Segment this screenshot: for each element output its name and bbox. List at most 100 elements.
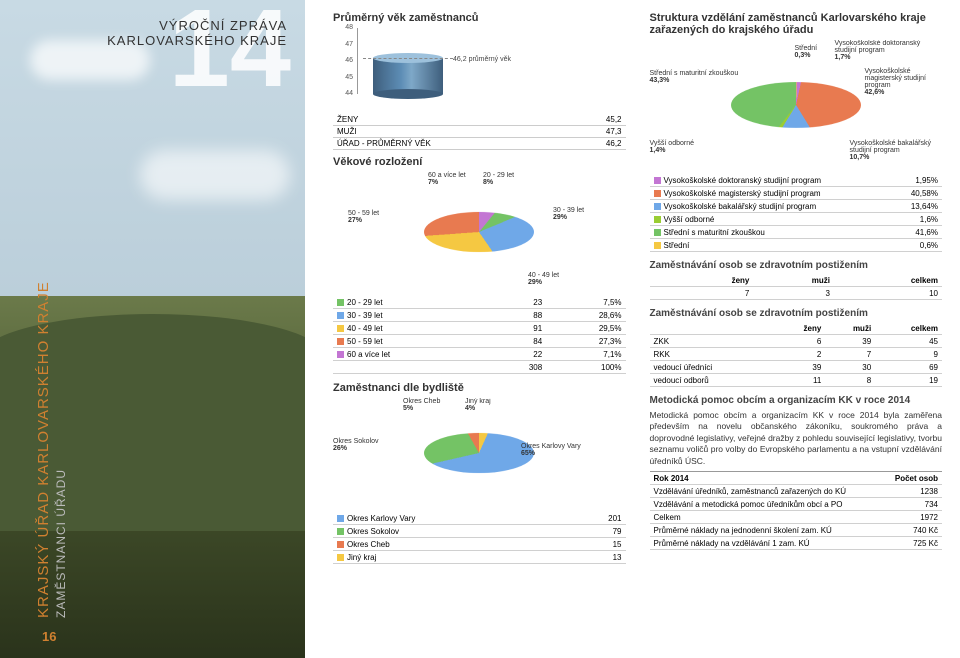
pie-label: 50 - 59 let27% xyxy=(348,210,379,224)
age-row-label: 40 - 49 let xyxy=(333,322,491,335)
left-page: 14 VÝROČNÍ ZPRÁVA KARLOVARSKÉHO KRAJE KR… xyxy=(0,0,305,658)
gender-row-val: 45,2 xyxy=(570,114,625,126)
dis-cell: 19 xyxy=(875,374,942,387)
train-row-label: Vzdělávání a metodická pomoc úředníkům o… xyxy=(650,498,883,511)
dis-cell: 30 xyxy=(825,361,875,374)
dis-cell: vedoucí úředníci xyxy=(650,361,777,374)
age-row-label: 50 - 59 let xyxy=(333,335,491,348)
report-title-2: KARLOVARSKÉHO KRAJE xyxy=(107,33,287,48)
age-row-n: 22 xyxy=(491,348,546,361)
edu-row-n: 40,58% xyxy=(893,187,942,200)
age-row-p: 7,5% xyxy=(546,296,625,309)
loc-row-label: Okres Sokolov xyxy=(333,525,567,538)
age-row-p: 100% xyxy=(546,361,625,374)
dis-cell: 9 xyxy=(875,348,942,361)
column-right: Struktura vzdělání zaměstnanců Karlovars… xyxy=(650,12,943,572)
report-title-1: VÝROČNÍ ZPRÁVA xyxy=(107,18,287,33)
bar-ytick: 44 xyxy=(333,90,353,97)
train-head: Rok 2014 xyxy=(650,472,883,485)
bar-ytick: 48 xyxy=(333,24,353,31)
dis-cell: 45 xyxy=(875,335,942,348)
bar-chart-title: Průměrný věk zaměstnanců xyxy=(333,12,626,24)
pie-label: 20 - 29 let8% xyxy=(483,172,514,186)
training-table: Rok 2014Počet osobVzdělávání úředníků, z… xyxy=(650,471,943,550)
dis-cell: vedoucí odborů xyxy=(650,374,777,387)
gender-row-val: 46,2 xyxy=(570,138,625,150)
edu-row-n: 13,64% xyxy=(893,200,942,213)
age-row-p: 28,6% xyxy=(546,309,625,322)
pie-label: Vyšší odborné1,4% xyxy=(650,140,695,154)
dis-head: celkem xyxy=(875,322,942,335)
dis-head: muži xyxy=(825,322,875,335)
pie-label: Okres Cheb5% xyxy=(403,398,440,412)
loc-row-n: 13 xyxy=(567,551,625,564)
education-pie-chart: Střední s maturitní zkouškou43,3% Střední… xyxy=(650,40,943,170)
report-header: VÝROČNÍ ZPRÁVA KARLOVARSKÉHO KRAJE xyxy=(107,18,287,48)
dis-cell: 7 xyxy=(825,348,875,361)
train-head: Počet osob xyxy=(883,472,942,485)
gender-row-label: ÚŘAD - PRŮMĚRNÝ VĚK xyxy=(333,138,570,150)
method-title: Metodická pomoc obcím a organizacím KK v… xyxy=(650,395,943,406)
dis-cell: ZKK xyxy=(650,335,777,348)
age-row-label: 20 - 29 let xyxy=(333,296,491,309)
loc-row-n: 79 xyxy=(567,525,625,538)
pie-label: Střední0,3% xyxy=(795,45,818,59)
train-row-val: 734 xyxy=(883,498,942,511)
edu-row-n: 0,6% xyxy=(893,239,942,252)
pie-label: Vysokoškolské bakalářský studijní progra… xyxy=(850,140,943,161)
loc-row-label: Okres Cheb xyxy=(333,538,567,551)
location-table: Okres Karlovy Vary201Okres Sokolov79Okre… xyxy=(333,512,626,564)
dis-cell: 69 xyxy=(875,361,942,374)
dis-cell: 8 xyxy=(825,374,875,387)
dis-cell: 10 xyxy=(834,287,942,300)
location-pie-chart: Okres Cheb5%Jiný kraj4%Okres Sokolov26%O… xyxy=(333,398,626,508)
train-row-val: 740 Kč xyxy=(883,524,942,537)
pie-label: Okres Sokolov26% xyxy=(333,438,379,452)
method-body-text: Metodická pomoc obcím a organizacím KK v… xyxy=(650,410,943,467)
edu-pie-title: Struktura vzdělání zaměstnanců Karlovars… xyxy=(650,12,943,36)
page-number: 16 xyxy=(42,629,56,644)
pie-label: 60 a více let7% xyxy=(428,172,466,186)
loc-row-label: Jiný kraj xyxy=(333,551,567,564)
age-row-n: 23 xyxy=(491,296,546,309)
age-row-label: 60 a více let xyxy=(333,348,491,361)
loc-row-label: Okres Karlovy Vary xyxy=(333,512,567,525)
pie-label: Vysokoškolské doktoranský studijní progr… xyxy=(835,40,943,61)
bar-ytick: 46 xyxy=(333,57,353,64)
edu-row-n: 41,6% xyxy=(893,226,942,239)
edu-row-label: Střední xyxy=(650,239,894,252)
pie-label: Jiný kraj4% xyxy=(465,398,491,412)
age-pie-chart: 60 a více let7% 20 - 29 let8% 50 - 59 let2… xyxy=(333,172,626,292)
dis-cell: 2 xyxy=(776,348,825,361)
gender-row-label: MUŽI xyxy=(333,126,570,138)
edu-row-label: Vysokoškolské doktoranský studijní progr… xyxy=(650,174,894,187)
dis-cell xyxy=(650,287,675,300)
edu-row-label: Vyšší odborné xyxy=(650,213,894,226)
age-row-n: 308 xyxy=(491,361,546,374)
age-row-p: 7,1% xyxy=(546,348,625,361)
education-table: Vysokoškolské doktoranský studijní progr… xyxy=(650,174,943,252)
train-row-label: Celkem xyxy=(650,511,883,524)
loc-row-n: 201 xyxy=(567,512,625,525)
bar-ytick: 45 xyxy=(333,74,353,81)
column-left: Průměrný věk zaměstnanců 4847464544 46,2… xyxy=(333,12,626,572)
age-row-n: 88 xyxy=(491,309,546,322)
dis-cell: 11 xyxy=(776,374,825,387)
train-row-label: Vzdělávání úředníků, zaměstnanců zařazen… xyxy=(650,485,883,498)
dis-head xyxy=(650,322,777,335)
dis-cell: 6 xyxy=(776,335,825,348)
pie-label: 30 - 39 let29% xyxy=(553,207,584,221)
edu-row-n: 1,95% xyxy=(893,174,942,187)
side-main-text: KRAJSKÝ ÚŘAD KARLOVARSKÉHO KRAJE xyxy=(35,281,52,618)
train-row-val: 725 Kč xyxy=(883,537,942,550)
edu-row-label: Vysokoškolské bakalářský studijní progra… xyxy=(650,200,894,213)
age-row-n: 84 xyxy=(491,335,546,348)
right-page: Průměrný věk zaměstnanců 4847464544 46,2… xyxy=(305,0,960,658)
age-distribution-table: 20 - 29 let237,5%30 - 39 let8828,6%40 - … xyxy=(333,296,626,374)
dis-cell: 7 xyxy=(674,287,753,300)
train-row-val: 1238 xyxy=(883,485,942,498)
dis-head: celkem xyxy=(834,274,942,287)
pie-label: Střední s maturitní zkouškou43,3% xyxy=(650,70,739,84)
dis-cell: 39 xyxy=(776,361,825,374)
pie-label: Vysokoškolské magisterský studijní progr… xyxy=(865,68,943,96)
